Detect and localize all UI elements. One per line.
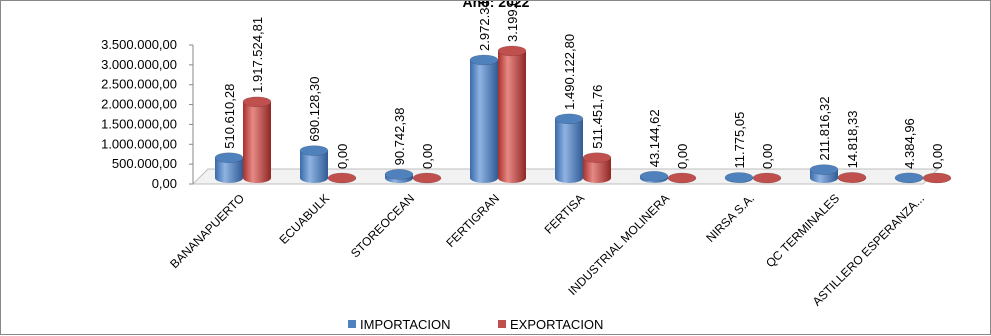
- legend-swatch: [498, 320, 506, 328]
- category-label: FERTISA: [542, 191, 588, 237]
- y-axis: 0,00 500.000,00 1.000.000,00 1.500.000,00 2.…: [101, 37, 194, 191]
- bar-top: [242, 96, 272, 108]
- category-label: STOREOCEAN: [348, 191, 417, 260]
- y-tick-label: 500.000,00: [112, 156, 177, 171]
- legend-swatch: [348, 320, 356, 328]
- data-label: 2.972.341,27: [477, 1, 492, 51]
- category-label: BANANAPUERTO: [167, 191, 247, 271]
- data-label: 511.451,76: [590, 85, 605, 149]
- bar-importacion-3: [469, 54, 499, 183]
- chart-title: Año: 2022: [463, 1, 530, 10]
- bar-body: [498, 50, 526, 183]
- bar-exportacion-5: [667, 172, 697, 184]
- bar-top: [554, 113, 584, 125]
- bar-importacion-7: [809, 164, 839, 183]
- legend-label: IMPORTACION: [360, 317, 451, 332]
- y-tick-label: 3.500.000,00: [101, 37, 177, 52]
- data-label: 1.917.524,81: [250, 17, 265, 93]
- bar-top: [724, 172, 754, 183]
- bar-exportacion-6: [752, 172, 782, 184]
- y-tick-label: 2.000.000,00: [101, 97, 177, 112]
- category-label: NIRSA S.A.: [703, 191, 757, 245]
- bar-exportacion-8: [922, 172, 952, 184]
- bar-body: [583, 157, 611, 183]
- y-tick-label: 2.500.000,00: [101, 77, 177, 92]
- data-label: 510.610,28: [222, 84, 237, 149]
- bar-body: [243, 101, 271, 183]
- bar-importacion-8: [894, 172, 924, 184]
- bar-exportacion-1: [327, 172, 357, 184]
- data-label: 0,00: [335, 144, 350, 169]
- data-labels: 510.610,28 1.917.524,81 690.128,30 0,00 90.7…: [222, 1, 945, 169]
- data-label: 43.144,62: [647, 109, 662, 167]
- bar-top: [327, 172, 357, 184]
- bar-top: [582, 152, 612, 163]
- data-label: 211.816,32: [817, 96, 832, 160]
- y-tick-label: 0,00: [152, 176, 177, 191]
- y-tick-label: 3.000.000,00: [101, 57, 177, 72]
- bar-body: [215, 157, 243, 183]
- bar-top: [894, 172, 924, 184]
- bar-exportacion-7: [837, 172, 867, 183]
- category-label: ECUABULK: [276, 191, 332, 247]
- category-label: INDUSTRIAL MOLINERA: [565, 191, 672, 298]
- category-label: FERTIGRAN: [443, 191, 502, 250]
- legend: IMPORTACION EXPORTACION: [348, 317, 603, 332]
- bar-body: [555, 118, 583, 183]
- data-label: 1.490.122,80: [562, 34, 577, 110]
- bar-exportacion-3: [497, 45, 527, 183]
- data-label: 0,00: [420, 144, 435, 169]
- data-label: 0,00: [760, 144, 775, 169]
- bar-top: [469, 54, 499, 66]
- bar-importacion-6: [724, 172, 754, 183]
- category-label: QC TERMINALES: [763, 191, 842, 270]
- bar-top: [639, 171, 669, 182]
- data-label: 11.775,05: [732, 112, 747, 169]
- bars: [214, 45, 952, 184]
- bar-top: [384, 169, 414, 180]
- bar-top: [837, 172, 867, 183]
- legend-label: EXPORTACION: [510, 317, 603, 332]
- bar-top: [497, 45, 527, 57]
- bar-body: [470, 59, 498, 183]
- bar-top: [412, 172, 442, 184]
- bar-top: [214, 152, 244, 163]
- bar-top: [922, 172, 952, 184]
- bar-importacion-5: [639, 171, 669, 183]
- x-axis: BANANAPUERTO ECUABULK STOREOCEAN FERTIGRAN F…: [167, 191, 927, 308]
- data-label: 90.742,38: [392, 108, 407, 166]
- bar-importacion-4: [554, 113, 584, 183]
- bar-top: [809, 164, 839, 175]
- bar-top: [667, 172, 697, 184]
- data-label: 3.199.036,06: [505, 1, 520, 42]
- data-label: 0,00: [675, 144, 690, 169]
- bar-exportacion-0: [242, 96, 272, 183]
- bar-importacion-1: [299, 145, 329, 183]
- bar-importacion-2: [384, 169, 414, 183]
- y-tick-label: 1.000.000,00: [101, 136, 177, 151]
- bar-top: [299, 145, 329, 156]
- data-label: 0,00: [930, 144, 945, 169]
- data-label: 4.384,96: [902, 118, 917, 169]
- data-label: 14.818,33: [845, 111, 860, 169]
- bar-body: [300, 150, 328, 183]
- data-label: 690.128,30: [307, 77, 322, 142]
- bar-top: [752, 172, 782, 184]
- bar-exportacion-2: [412, 172, 442, 184]
- bar-exportacion-4: [582, 152, 612, 183]
- bar-importacion-0: [214, 152, 244, 183]
- y-tick-label: 1.500.000,00: [101, 116, 177, 131]
